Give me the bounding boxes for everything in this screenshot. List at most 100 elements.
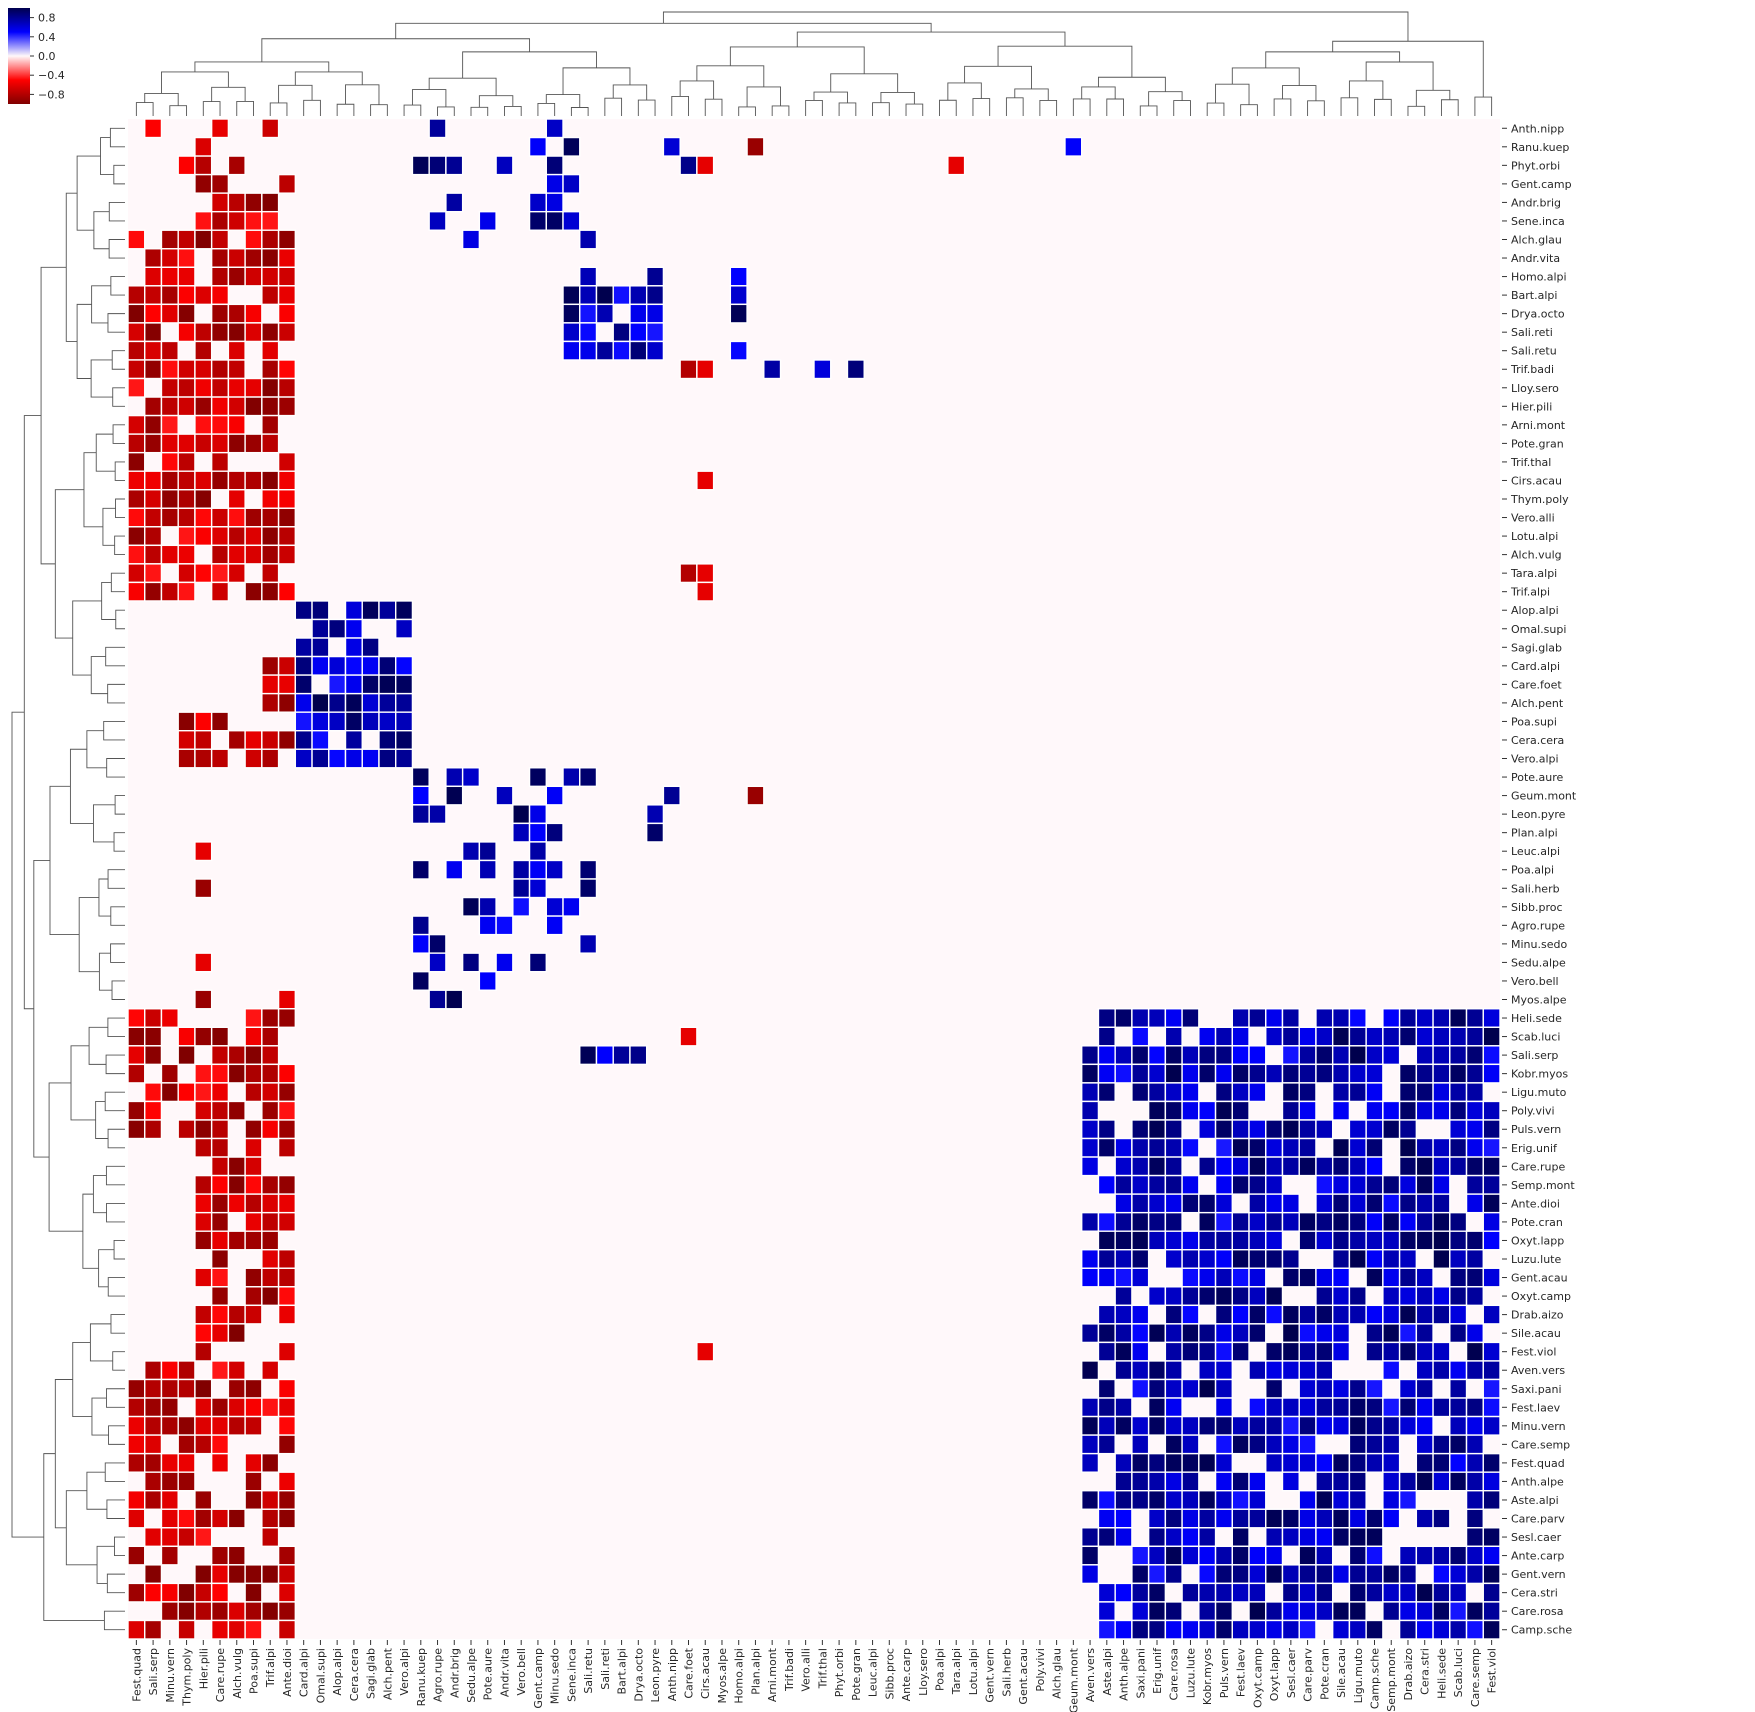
heatmap-cell <box>244 1452 263 1473</box>
heatmap-cell <box>1231 1137 1250 1158</box>
heatmap-cell <box>395 711 414 732</box>
heatmap-cell <box>1398 1378 1418 1399</box>
heatmap-cell <box>545 785 564 806</box>
heatmap-cell <box>261 433 280 454</box>
heatmap-cell <box>227 1601 246 1622</box>
heatmap-cell <box>227 1304 246 1325</box>
heatmap-cell <box>144 359 163 380</box>
heatmap-cell <box>1147 1174 1167 1195</box>
heatmap-cell <box>1131 1137 1150 1158</box>
heatmap-cell <box>210 1267 230 1288</box>
heatmap-cell <box>1081 1434 1100 1455</box>
column-label: Trif.badi <box>783 1648 796 1692</box>
heatmap-cell <box>1365 1082 1384 1103</box>
heatmap-cell <box>612 1045 631 1066</box>
heatmap-cell <box>261 1230 280 1251</box>
heatmap-cell <box>1248 1008 1267 1028</box>
heatmap-cell <box>194 730 213 750</box>
column-dendrogram-link <box>537 102 556 116</box>
heatmap-cell <box>194 1582 213 1603</box>
heatmap-cell <box>1231 1008 1250 1028</box>
heatmap-cell <box>1147 1397 1167 1418</box>
heatmap-cell <box>1248 1434 1267 1455</box>
row-label: Alop.alpi <box>1511 604 1559 617</box>
heatmap-cell <box>127 229 146 250</box>
heatmap-cell <box>645 340 665 361</box>
row-dendrogram-link <box>108 239 125 259</box>
column-dendrogram-link <box>947 82 982 101</box>
heatmap-cell <box>261 507 280 528</box>
column-dendrogram-link <box>269 102 288 116</box>
column-dendrogram-link <box>1374 98 1392 116</box>
heatmap-cell <box>1315 1378 1334 1399</box>
heatmap-cell <box>1449 1452 1468 1473</box>
heatmap-cell <box>261 322 280 343</box>
heatmap-cell <box>277 1508 297 1529</box>
heatmap-cell <box>277 1415 297 1436</box>
heatmap-cell <box>261 730 280 750</box>
heatmap-cell <box>1482 1471 1501 1492</box>
heatmap-cell <box>1281 1119 1300 1140</box>
column-dendrogram-link <box>428 77 497 96</box>
heatmap-cell <box>1415 1100 1434 1121</box>
heatmap-cell <box>1415 1601 1434 1622</box>
heatmap-cell <box>545 210 564 231</box>
heatmap-cell <box>194 1230 213 1251</box>
heatmap-cell <box>1432 1471 1451 1492</box>
heatmap-cell <box>1415 1415 1434 1436</box>
heatmap-cell <box>1114 1341 1133 1362</box>
row-label: Ante.dioi <box>1511 1197 1560 1210</box>
heatmap-cell <box>194 1601 213 1622</box>
heatmap-cell <box>261 1211 280 1232</box>
column-dendrogram-link <box>1005 97 1024 116</box>
heatmap-cell <box>1465 1249 1484 1269</box>
column-label: Hier.pili <box>197 1648 210 1689</box>
heatmap-cell <box>545 822 564 843</box>
heatmap-cell <box>210 396 230 417</box>
column-dendrogram-link <box>1206 102 1225 116</box>
row-label: Andr.vita <box>1511 252 1560 265</box>
column-label: Care.rosa <box>1168 1648 1181 1700</box>
heatmap-cell <box>177 1045 196 1066</box>
heatmap-cell <box>261 1045 280 1066</box>
column-dendrogram-link <box>504 106 522 116</box>
heatmap-cell <box>1181 1527 1200 1548</box>
heatmap-cell <box>194 433 213 454</box>
heatmap-cell <box>378 711 397 732</box>
heatmap-cell <box>1147 1545 1167 1566</box>
heatmap-cell <box>411 933 430 954</box>
heatmap-cell <box>1181 1267 1200 1288</box>
heatmap-cell <box>1348 1045 1367 1066</box>
heatmap-cell <box>1348 1119 1367 1140</box>
heatmap-cell <box>528 822 547 843</box>
heatmap-cell <box>177 1026 196 1047</box>
heatmap-cell <box>127 489 146 509</box>
column-label: Andr.brig <box>448 1648 461 1698</box>
heatmap-cell <box>545 173 564 194</box>
heatmap-cell <box>127 470 146 491</box>
heatmap-cell <box>328 674 347 695</box>
heatmap-cell <box>244 433 263 454</box>
heatmap-cell <box>160 414 179 435</box>
heatmap-cell <box>1231 1545 1250 1566</box>
heatmap-cell <box>1147 1230 1167 1251</box>
heatmap-cell <box>1281 1619 1300 1640</box>
heatmap-cell <box>244 396 263 417</box>
heatmap-cell <box>1415 1508 1434 1529</box>
heatmap-cell <box>144 526 163 547</box>
heatmap-cell <box>210 1249 230 1269</box>
heatmap-cell <box>261 1564 280 1585</box>
heatmap-cell <box>729 285 748 306</box>
heatmap-cell <box>277 1119 297 1140</box>
heatmap-cell <box>813 359 832 380</box>
heatmap-cell <box>445 767 464 788</box>
heatmap-cell <box>1231 1323 1250 1344</box>
heatmap-cell <box>227 210 246 231</box>
heatmap-cell <box>1415 1360 1434 1381</box>
heatmap-cell <box>1164 1378 1183 1399</box>
row-label: Fest.quad <box>1511 1457 1565 1470</box>
heatmap-cell <box>1432 1304 1451 1325</box>
row-label: Semp.mont <box>1511 1179 1575 1192</box>
heatmap-cell <box>194 1193 213 1214</box>
heatmap-cell <box>1315 1508 1334 1529</box>
